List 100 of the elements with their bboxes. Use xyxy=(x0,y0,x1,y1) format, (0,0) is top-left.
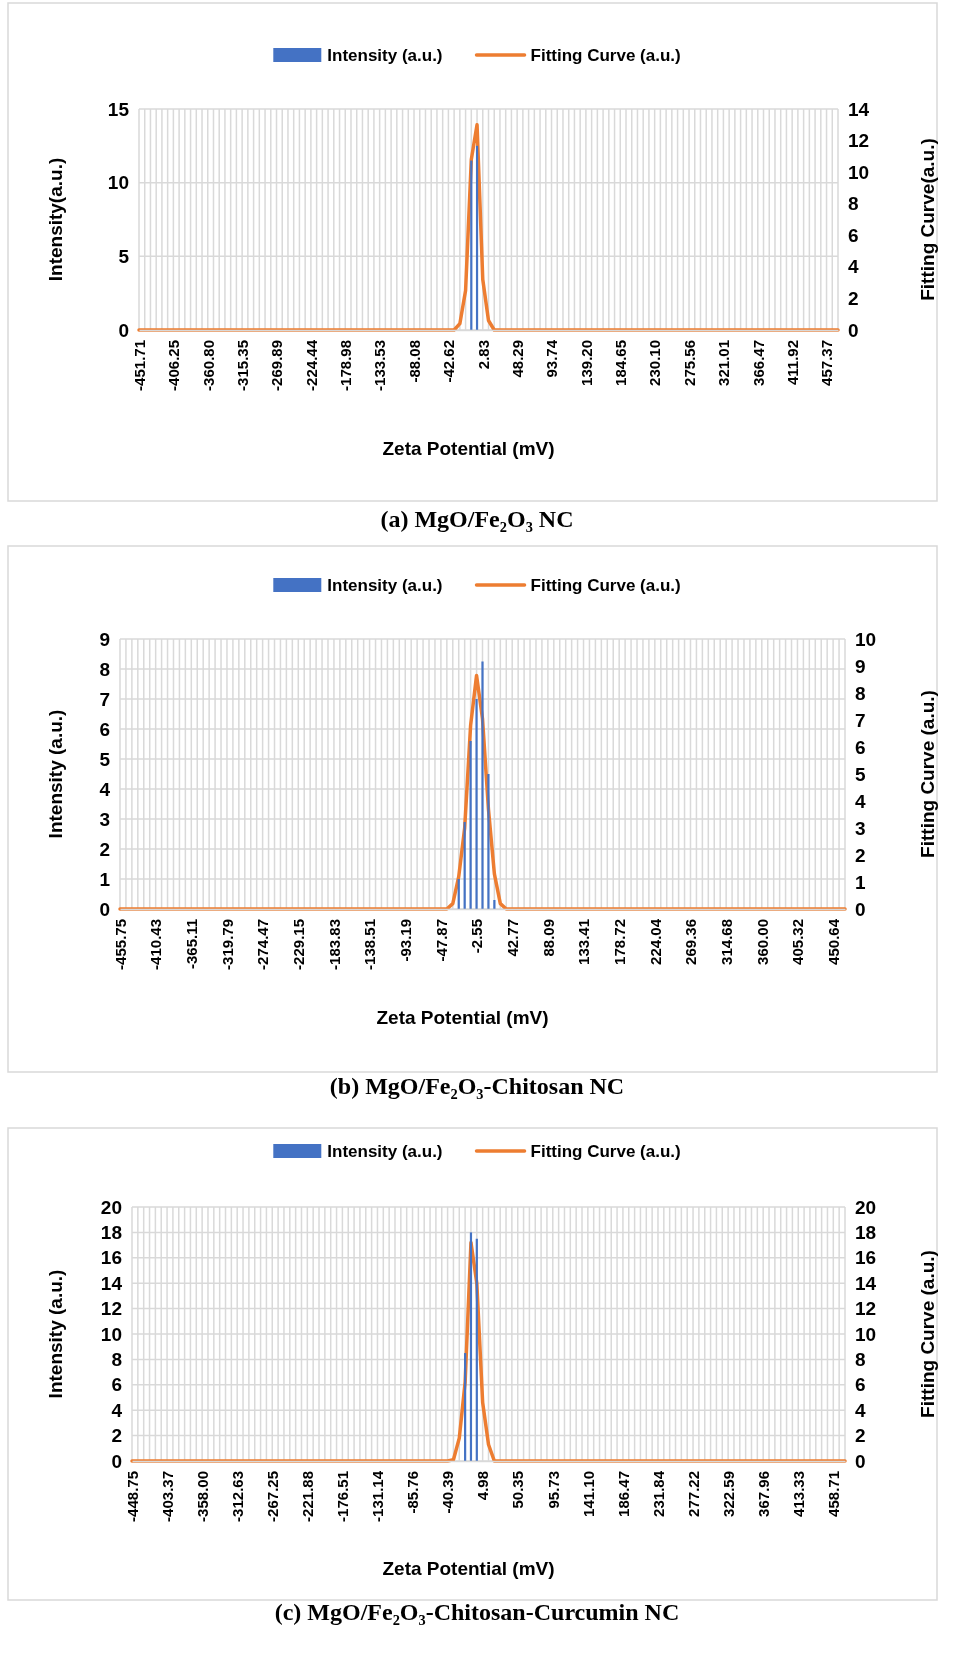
y-tick-label: 5 xyxy=(99,748,111,770)
x-tick-label: -403.37 xyxy=(158,1471,176,1522)
y-tick-label: 9 xyxy=(99,628,110,650)
x-tick-label: 93.74 xyxy=(543,339,561,378)
y-tick-label: 0 xyxy=(99,898,110,920)
x-tick-label: 458.71 xyxy=(825,1471,843,1517)
x-tick-label: -365.11 xyxy=(183,919,201,970)
y2-tick-label: 8 xyxy=(855,1348,866,1370)
bar xyxy=(493,900,496,909)
legend-label: Fitting Curve (a.u.) xyxy=(530,575,681,595)
y2-axis-title: Fitting Curve (a.u.) xyxy=(917,690,938,858)
x-tick-label: -42.62 xyxy=(440,340,458,383)
y-tick-label: 6 xyxy=(99,718,110,740)
x-tick-label: 231.84 xyxy=(649,1470,667,1517)
y-tick-label: 2 xyxy=(111,1425,122,1447)
x-tick-label: 4.98 xyxy=(474,1471,492,1501)
y-tick-label: 4 xyxy=(111,1399,123,1421)
y-tick-label: 4 xyxy=(99,778,111,800)
y-tick-label: 18 xyxy=(100,1221,122,1243)
legend-label: Fitting Curve (a.u.) xyxy=(530,45,681,65)
text: (b) MgO/Fe₂O₃-Chitosan NC xyxy=(329,1073,625,1099)
x-tick-label: -88.08 xyxy=(405,340,423,383)
y-tick-label: 7 xyxy=(99,688,110,710)
x-tick-label: -183.83 xyxy=(325,919,343,970)
y2-tick-label: 5 xyxy=(855,763,866,785)
y2-tick-label: 8 xyxy=(855,682,866,704)
y2-axis-title: Fitting Curve(a.u.) xyxy=(917,138,938,301)
y-tick-label: 8 xyxy=(111,1348,122,1370)
x-tick-label: -410.43 xyxy=(147,919,165,970)
y2-tick-label: 10 xyxy=(848,161,870,183)
bar xyxy=(457,879,460,909)
x-tick-label: -47.87 xyxy=(432,919,450,962)
y-tick-label: 0 xyxy=(111,1450,122,1472)
x-tick-label: -178.98 xyxy=(337,340,355,391)
y-tick-label: 16 xyxy=(100,1247,122,1269)
x-tick-label: -319.79 xyxy=(218,919,236,970)
text: (a) MgO/Fe₂O₃ NC xyxy=(380,506,574,532)
x-tick-label: 366.47 xyxy=(749,340,767,386)
y-tick-label: 14 xyxy=(100,1272,123,1294)
legend-label: Fitting Curve (a.u.) xyxy=(530,1141,681,1161)
x-tick-label: 275.56 xyxy=(680,340,698,386)
x-tick-label: -267.25 xyxy=(264,1471,282,1522)
x-tick-label: 277.22 xyxy=(684,1471,702,1517)
y-tick-label: 20 xyxy=(100,1196,122,1218)
y2-tick-label: 14 xyxy=(855,1272,877,1294)
x-tick-label: 50.35 xyxy=(509,1471,527,1509)
y2-tick-label: 1 xyxy=(855,871,866,893)
x-tick-label: 2.83 xyxy=(474,340,492,370)
x-tick-label: -455.75 xyxy=(111,919,129,970)
y2-tick-label: 10 xyxy=(855,628,877,650)
y2-tick-label: 4 xyxy=(855,790,866,812)
x-tick-label: 186.47 xyxy=(614,1471,632,1517)
y2-tick-label: 6 xyxy=(855,736,866,758)
x-tick-label: -224.44 xyxy=(302,339,320,391)
x-tick-label: -40.39 xyxy=(439,1471,457,1514)
x-tick-label: 411.92 xyxy=(783,340,801,386)
y2-tick-label: 2 xyxy=(855,844,866,866)
x-tick-label: 178.72 xyxy=(610,919,628,965)
x-tick-label: -176.51 xyxy=(334,1471,352,1522)
x-tick-label: 139.20 xyxy=(577,340,595,386)
x-axis-title: Zeta Potential (mV) xyxy=(376,1007,549,1028)
x-tick-label: -93.19 xyxy=(397,919,414,962)
x-tick-label: -133.53 xyxy=(371,340,389,391)
legend-label: Intensity (a.u.) xyxy=(327,45,443,65)
y-tick-label: 5 xyxy=(118,245,130,267)
y-tick-label: 10 xyxy=(100,1323,122,1345)
x-axis-title: Zeta Potential (mV) xyxy=(382,1558,555,1579)
y-tick-label: 0 xyxy=(118,319,129,341)
y-axis-title: Intensity (a.u.) xyxy=(45,709,66,839)
bar xyxy=(481,661,484,909)
x-tick-label: -312.63 xyxy=(228,1471,246,1522)
y2-tick-label: 18 xyxy=(855,1221,877,1243)
y-tick-label: 3 xyxy=(99,808,110,830)
y2-tick-label: 10 xyxy=(855,1323,877,1345)
x-tick-label: 457.37 xyxy=(818,340,836,386)
x-tick-label: -360.80 xyxy=(199,340,217,391)
y2-tick-label: 2 xyxy=(848,288,859,310)
y2-tick-label: 8 xyxy=(848,193,859,215)
y2-tick-label: 0 xyxy=(848,319,859,341)
y2-tick-label: 9 xyxy=(855,655,866,677)
x-tick-label: 184.65 xyxy=(612,340,630,386)
x-tick-label: 269.36 xyxy=(682,919,700,965)
y-tick-label: 12 xyxy=(100,1298,122,1320)
y-tick-label: 2 xyxy=(99,838,110,860)
x-tick-label: 314.68 xyxy=(717,919,735,965)
y2-tick-label: 6 xyxy=(855,1374,866,1396)
y2-tick-label: 4 xyxy=(848,256,859,278)
y-tick-label: 10 xyxy=(107,172,129,194)
bar xyxy=(475,699,478,909)
y2-axis-title: Fitting Curve (a.u.) xyxy=(917,1250,938,1418)
x-tick-label: -138.51 xyxy=(361,919,379,970)
bar xyxy=(487,774,490,909)
x-axis-title: Zeta Potential (mV) xyxy=(382,438,555,459)
x-tick-label: -451.71 xyxy=(130,340,148,391)
x-tick-label: -229.15 xyxy=(290,919,308,970)
y-tick-label: 8 xyxy=(99,658,110,680)
x-tick-label: -315.35 xyxy=(233,340,251,391)
x-tick-label: -274.47 xyxy=(254,919,272,970)
x-tick-label: -85.76 xyxy=(404,1471,422,1514)
x-tick-label: 413.33 xyxy=(790,1471,807,1517)
